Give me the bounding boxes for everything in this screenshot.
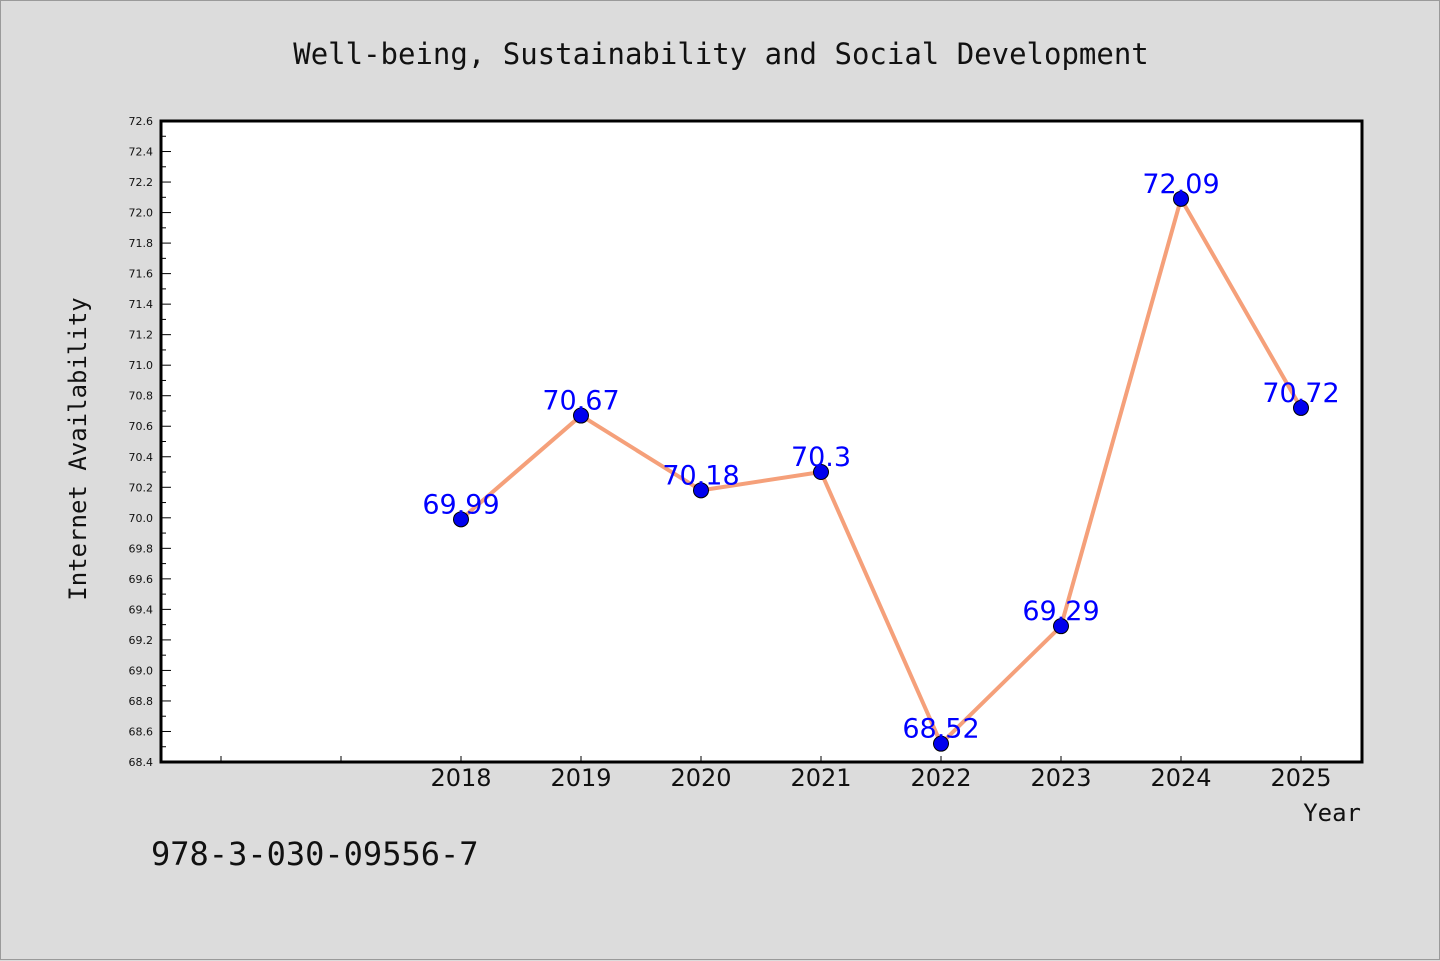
y-tick-label: 70.6 — [129, 420, 154, 433]
y-tick-label: 72.0 — [129, 207, 154, 220]
data-point — [1173, 190, 1189, 207]
data-label: 69.99 — [422, 489, 499, 520]
y-tick-label: 70.2 — [129, 481, 154, 494]
y-tick-label: 71.6 — [129, 268, 154, 281]
data-labels: 69.99 70.67 70.18 70.3 68.52 69.29 72.09 70.72 — [422, 169, 1339, 745]
y-tick-label: 71.0 — [129, 359, 154, 372]
x-tick-label: 2018 — [430, 764, 491, 792]
data-label: 68.52 — [902, 714, 979, 745]
y-tick-label: 70.4 — [129, 451, 154, 464]
data-label: 70.67 — [542, 386, 619, 417]
data-point — [933, 735, 949, 752]
data-label: 72.09 — [1142, 169, 1219, 200]
y-axis-label: Internet Availability — [64, 297, 92, 600]
data-point — [453, 511, 469, 528]
x-tick-label: 2021 — [790, 764, 851, 792]
y-tick-label: 72.4 — [129, 146, 154, 159]
y-tick-label: 69.4 — [129, 603, 154, 616]
data-label: 69.29 — [1022, 596, 1099, 627]
data-point — [573, 407, 589, 424]
data-point — [1053, 618, 1069, 635]
y-tick-label: 68.4 — [129, 756, 154, 769]
y-axis: 68.4 68.6 68.8 69.0 69.2 69.4 69.6 69.8 70.0 70.2… — [129, 115, 171, 769]
data-point — [693, 482, 709, 499]
plot-area — [159, 119, 1364, 764]
chart-title: Well-being, Sustainability and Social De… — [293, 37, 1149, 71]
y-tick-label: 69.0 — [129, 664, 154, 677]
data-label: 70.3 — [791, 442, 851, 473]
y-tick-label: 69.8 — [129, 542, 154, 555]
x-tick-label: 2024 — [1150, 764, 1211, 792]
y-tick-label: 72.6 — [129, 115, 154, 128]
series-group — [453, 190, 1309, 752]
y-tick-label: 71.8 — [129, 237, 154, 250]
x-tick-label: 2022 — [910, 764, 971, 792]
data-label: 70.72 — [1262, 378, 1339, 409]
isbn-text: 978-3-030-09556-7 — [151, 835, 479, 873]
y-tick-label: 69.2 — [129, 634, 154, 647]
y-tick-label: 70.8 — [129, 390, 154, 403]
y-tick-label: 71.4 — [129, 298, 154, 311]
y-tick-label: 68.8 — [129, 695, 154, 708]
x-axis-label: Year — [1303, 799, 1361, 827]
x-tick-label: 2025 — [1270, 764, 1331, 792]
series-line — [459, 196, 1303, 746]
y-tick-label: 71.2 — [129, 329, 154, 342]
y-tick-label: 70.0 — [129, 512, 154, 525]
x-tick-label: 2020 — [670, 764, 731, 792]
data-label: 70.18 — [662, 460, 739, 491]
x-axis: 2018 2019 2020 2021 2022 2023 2024 2025 — [220, 756, 1332, 792]
x-tick-label: 2019 — [550, 764, 611, 792]
x-tick-label: 2023 — [1030, 764, 1091, 792]
y-tick-label: 68.6 — [129, 725, 154, 738]
y-tick-label: 69.6 — [129, 573, 154, 586]
data-point — [1293, 399, 1309, 416]
data-point — [813, 464, 829, 481]
y-tick-label: 72.2 — [129, 176, 154, 189]
